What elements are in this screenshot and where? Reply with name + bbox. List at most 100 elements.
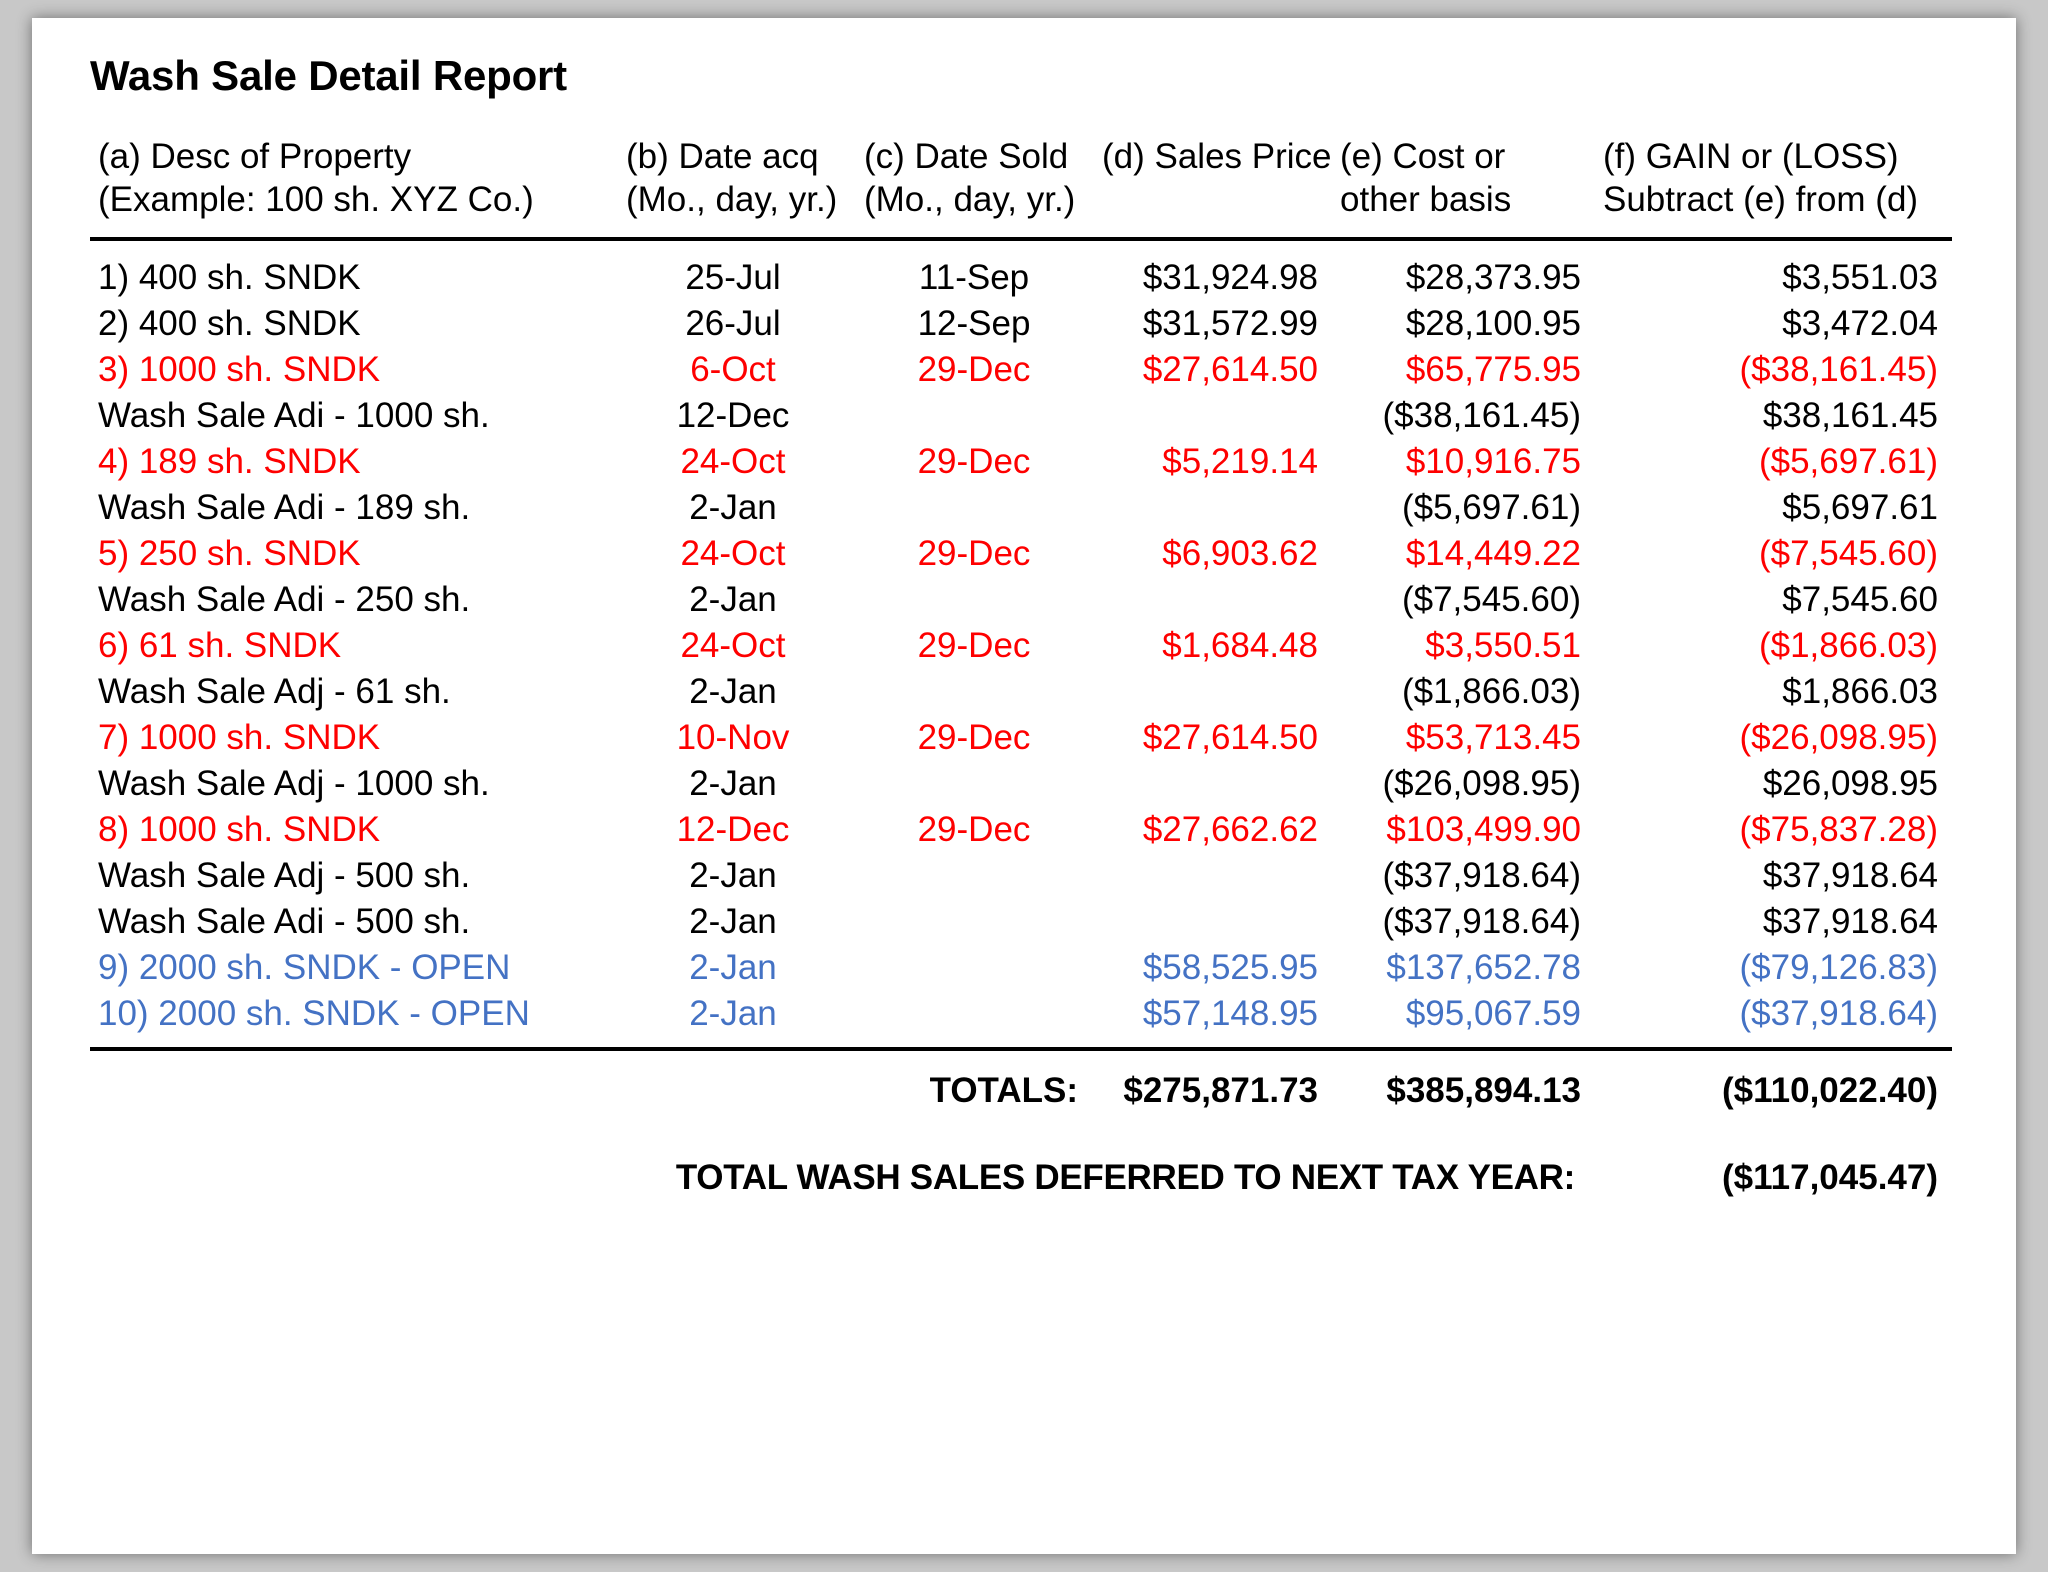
cell-sales-price: $57,148.95: [1142, 994, 1318, 1034]
table-row: Wash Sale Adi - 500 sh. 2-Jan ($37,918.64)…: [90, 899, 1952, 945]
table-row: 2) 400 sh. SNDK 26-Jul 12-Sep $31,572.99 $28…: [90, 301, 1952, 347]
cell-cost-basis: ($1,866.03): [1401, 672, 1581, 712]
cell-sales-price: $27,614.50: [1142, 718, 1318, 758]
cell-gain-loss: $3,472.04: [1782, 304, 1938, 344]
cell-date-sold: 11-Sep: [918, 258, 1030, 298]
cell-description: 2) 400 sh. SNDK: [98, 304, 361, 344]
cell-cost-basis: ($37,918.64): [1382, 856, 1581, 896]
header-row: (a) Desc of Property (Example: 100 sh. X…: [90, 136, 1952, 221]
header-divider-line: [90, 221, 1952, 242]
cell-sales-price: [1098, 669, 1336, 715]
cell-date-sold: 29-Dec: [917, 534, 1031, 574]
cell-date-sold: 29-Dec: [917, 810, 1031, 850]
totals-cost-basis: $385,894.13: [1386, 1071, 1581, 1111]
totals-divider: [90, 1037, 1952, 1052]
cell-gain-loss: ($5,697.61): [1758, 442, 1938, 482]
column-header-date-acq: (b) Date acq (Mo., day, yr.): [620, 136, 860, 221]
cell-description: Wash Sale Adi - 250 sh.: [98, 580, 471, 620]
totals-label: TOTALS:: [929, 1071, 1078, 1111]
cell-date-sold: [860, 945, 1098, 991]
cell-gain-loss: $3,551.03: [1782, 258, 1938, 298]
cell-cost-basis: $14,449.22: [1405, 534, 1581, 574]
cell-description: Wash Sale Adj - 1000 sh.: [98, 764, 490, 804]
table-row: Wash Sale Adi - 250 sh. 2-Jan ($7,545.60) $…: [90, 577, 1952, 623]
deferred-value: ($117,045.47): [1721, 1158, 1938, 1198]
cell-date-sold: [860, 485, 1098, 531]
column-header-desc: (a) Desc of Property (Example: 100 sh. X…: [90, 136, 620, 221]
cell-date-sold: [860, 761, 1098, 807]
page-title: Wash Sale Detail Report: [90, 52, 567, 99]
cell-date-sold: [860, 393, 1098, 439]
cell-sales-price: [1098, 853, 1336, 899]
table-row: 1) 400 sh. SNDK 25-Jul 11-Sep $31,924.98 $28…: [90, 255, 1952, 301]
cell-date-acquired: 24-Oct: [680, 442, 786, 482]
cell-cost-basis: ($38,161.45): [1382, 396, 1581, 436]
column-header-gain-line1: (f) GAIN or (LOSS): [1603, 137, 1899, 176]
cell-description: 6) 61 sh. SNDK: [98, 626, 342, 666]
cell-date-sold: [860, 853, 1098, 899]
table-row: 10) 2000 sh. SNDK - OPEN 2-Jan $57,148.95 $…: [90, 991, 1952, 1037]
cell-date-sold: [860, 899, 1098, 945]
report-content: Wash Sale Detail Report (a) Desc of Prop…: [90, 52, 1960, 1225]
cell-gain-loss: ($75,837.28): [1739, 810, 1938, 850]
cell-date-sold: 12-Sep: [917, 304, 1031, 344]
cell-date-acquired: 6-Oct: [690, 350, 776, 390]
report-page: Wash Sale Detail Report (a) Desc of Prop…: [32, 18, 2016, 1554]
cell-gain-loss: ($38,161.45): [1739, 350, 1938, 390]
cell-gain-loss: $5,697.61: [1782, 488, 1938, 528]
cell-date-acquired: 25-Jul: [685, 258, 781, 298]
cell-description: 10) 2000 sh. SNDK - OPEN: [98, 994, 530, 1034]
cell-date-acquired: 24-Oct: [680, 534, 786, 574]
cell-sales-price: $27,662.62: [1142, 810, 1318, 850]
cell-date-sold: [860, 669, 1098, 715]
cell-gain-loss: $38,161.45: [1762, 396, 1938, 436]
cell-date-sold: [860, 577, 1098, 623]
cell-cost-basis: $137,652.78: [1386, 948, 1581, 988]
header-spacer-cell: [90, 239, 1952, 255]
header-divider: [90, 221, 1952, 242]
table-row: Wash Sale Adj - 500 sh. 2-Jan ($37,918.64)…: [90, 853, 1952, 899]
table-body: 1) 400 sh. SNDK 25-Jul 11-Sep $31,924.98 $28…: [90, 255, 1952, 1037]
cell-cost-basis: $53,713.45: [1405, 718, 1581, 758]
cell-gain-loss: $26,098.95: [1762, 764, 1938, 804]
cell-date-acquired: 2-Jan: [689, 856, 777, 896]
column-header-acq-line2: (Mo., day, yr.): [626, 179, 838, 219]
table-row: Wash Sale Adj - 1000 sh. 2-Jan ($26,098.95…: [90, 761, 1952, 807]
totals-divider-line: [90, 1037, 1952, 1052]
cell-date-sold: [860, 991, 1098, 1037]
cell-sales-price: $31,572.99: [1142, 304, 1318, 344]
table-row: 5) 250 sh. SNDK 24-Oct 29-Dec $6,903.62 $14,…: [90, 531, 1952, 577]
cell-description: Wash Sale Adi - 189 sh.: [98, 488, 471, 528]
table-row: Wash Sale Adi - 1000 sh. 12-Dec ($38,161.4…: [90, 393, 1952, 439]
cell-sales-price: [1098, 485, 1336, 531]
column-header-price-line1: (d) Sales Price: [1102, 137, 1332, 176]
deferred-label: TOTAL WASH SALES DEFERRED TO NEXT TAX YE…: [675, 1158, 1575, 1198]
column-header-cost-basis: (e) Cost or other basis: [1336, 136, 1591, 221]
cell-cost-basis: ($7,545.60): [1401, 580, 1581, 620]
cell-cost-basis: ($5,697.61): [1401, 488, 1581, 528]
cell-description: Wash Sale Adi - 500 sh.: [98, 902, 471, 942]
totals-gain-loss: ($110,022.40): [1721, 1071, 1938, 1111]
header-spacer: [90, 239, 1952, 255]
cell-cost-basis: $10,916.75: [1405, 442, 1581, 482]
cell-sales-price: $58,525.95: [1142, 948, 1318, 988]
cell-description: 1) 400 sh. SNDK: [98, 258, 361, 298]
cell-date-acquired: 12-Dec: [676, 810, 790, 850]
cell-description: Wash Sale Adj - 500 sh.: [98, 856, 471, 896]
cell-cost-basis: $103,499.90: [1386, 810, 1581, 850]
cell-description: Wash Sale Adi - 1000 sh.: [98, 396, 490, 436]
cell-gain-loss: $37,918.64: [1762, 902, 1938, 942]
cell-date-acquired: 2-Jan: [689, 764, 777, 804]
cell-date-sold: 29-Dec: [917, 442, 1031, 482]
cell-description: 5) 250 sh. SNDK: [98, 534, 361, 574]
column-header-sold-line1: (c) Date Sold: [864, 137, 1069, 176]
cell-description: 4) 189 sh. SNDK: [98, 442, 361, 482]
cell-date-acquired: 26-Jul: [685, 304, 781, 344]
column-header-desc-line2: (Example: 100 sh. XYZ Co.): [98, 179, 534, 219]
cell-cost-basis: $65,775.95: [1405, 350, 1581, 390]
cell-gain-loss: ($37,918.64): [1739, 994, 1938, 1034]
column-header-gain-loss: (f) GAIN or (LOSS) Subtract (e) from (d): [1591, 136, 1952, 221]
totals-row: TOTALS: $275,871.73 $385,894.13 ($110,02…: [90, 1049, 1952, 1131]
cell-gain-loss: $37,918.64: [1762, 856, 1938, 896]
cell-description: 9) 2000 sh. SNDK - OPEN: [98, 948, 511, 988]
